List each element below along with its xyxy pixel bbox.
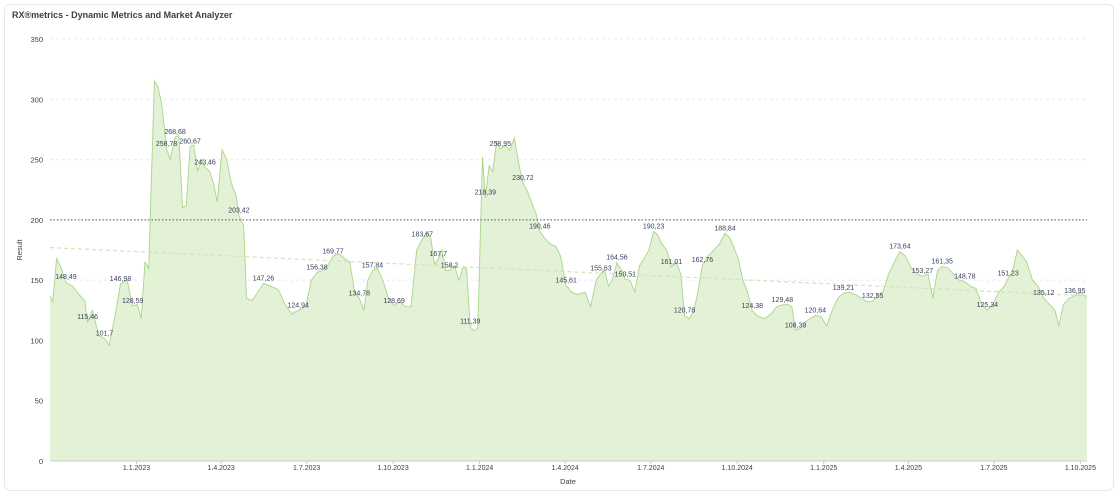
trend-line [49, 246, 1088, 297]
y-tick-label: 150 [30, 276, 43, 285]
data-label: 146,98 [110, 276, 132, 283]
data-label: 164,56 [606, 255, 628, 262]
x-tick-label: 1.7.2024 [637, 465, 664, 472]
data-label: 150,51 [615, 272, 637, 279]
x-tick-label: 1.10.2024 [722, 465, 753, 472]
y-tick-label: 300 [30, 95, 43, 104]
y-tick-label: 100 [30, 336, 43, 345]
data-label: 203,42 [228, 208, 250, 215]
data-label: 124,38 [742, 303, 764, 310]
data-label: 136,95 [1064, 288, 1086, 295]
data-label: 161,35 [932, 258, 954, 265]
data-label: 147,26 [253, 275, 275, 282]
data-label: 129,48 [772, 297, 794, 304]
x-tick-label: 1.1.2025 [810, 465, 837, 472]
data-label: 260,67 [179, 139, 201, 146]
data-labels: 148,49 115,46 101,7 146,98 128,59 258,78 268,6… [55, 129, 1085, 337]
y-axis-label: Result [15, 238, 24, 260]
data-label: 157,84 [362, 263, 384, 270]
x-tick-label: 1.4.2024 [552, 465, 579, 472]
data-label: 258,95 [490, 141, 512, 148]
x-tick-label: 1.1.2023 [123, 465, 150, 472]
data-label: 120,64 [805, 308, 827, 315]
x-tick-label: 1.7.2023 [293, 465, 320, 472]
data-label: 108,39 [785, 322, 807, 329]
y-tick-label: 0 [39, 457, 43, 466]
x-tick-label: 1.10.2023 [378, 465, 409, 472]
axes: Date Result 0 50 100 150 200 250 300 350 1.1.202… [15, 35, 1096, 486]
data-label: 188,84 [714, 225, 736, 232]
data-label: 128,59 [122, 298, 144, 305]
x-axis-label: Date [560, 477, 576, 486]
data-label: 218,39 [475, 190, 497, 197]
data-label: 128,69 [383, 298, 405, 305]
data-label: 115,46 [77, 314, 98, 321]
data-label: 132,55 [862, 293, 884, 300]
x-tick-label: 1.4.2025 [895, 465, 922, 472]
data-label: 173,64 [889, 244, 911, 251]
data-label: 230,72 [512, 175, 534, 182]
x-tick-label: 1.10.2025 [1065, 465, 1096, 472]
data-label: 190,46 [529, 223, 551, 230]
data-label: 125,34 [977, 302, 999, 309]
data-label: 162,76 [692, 257, 714, 264]
data-label: 148,49 [55, 274, 77, 281]
series-line [49, 79, 1088, 347]
reference-lines [49, 219, 1088, 297]
data-label: 139,21 [833, 285, 855, 292]
data-label: 161,01 [661, 259, 683, 266]
data-label: 134,78 [349, 290, 371, 297]
data-label: 148,78 [954, 274, 976, 281]
y-tick-label: 50 [35, 397, 43, 406]
data-label: 167,7 [430, 251, 448, 258]
data-label: 169,77 [322, 248, 344, 255]
data-label: 190,23 [643, 224, 665, 231]
data-label: 268,68 [164, 129, 186, 136]
chart-title: RX®metrics - Dynamic Metrics and Market … [12, 10, 233, 20]
data-label: 183,67 [412, 232, 434, 239]
data-label: 155,63 [590, 265, 612, 272]
x-tick-label: 1.4.2023 [207, 465, 234, 472]
y-tick-label: 350 [30, 35, 43, 44]
data-label: 151,23 [997, 271, 1019, 278]
y-tick-label: 250 [30, 156, 43, 165]
data-label: 120,78 [674, 307, 696, 314]
data-label: 258,78 [156, 141, 178, 148]
x-tick-label: 1.7.2025 [980, 465, 1007, 472]
data-label: 135,12 [1033, 290, 1055, 297]
data-label: 153,27 [912, 268, 934, 275]
series-area [50, 81, 1087, 461]
data-label: 243,46 [194, 159, 216, 166]
x-tick-label: 1.1.2024 [466, 465, 493, 472]
data-label: 158,2 [441, 262, 459, 269]
data-label: 156,38 [306, 264, 328, 271]
y-tick-label: 200 [30, 216, 43, 225]
data-label: 145,61 [555, 277, 577, 284]
data-label: 101,7 [96, 330, 114, 337]
plot-area [49, 79, 1088, 461]
data-label: 111,39 [460, 319, 480, 326]
data-label: 124,94 [287, 302, 309, 309]
